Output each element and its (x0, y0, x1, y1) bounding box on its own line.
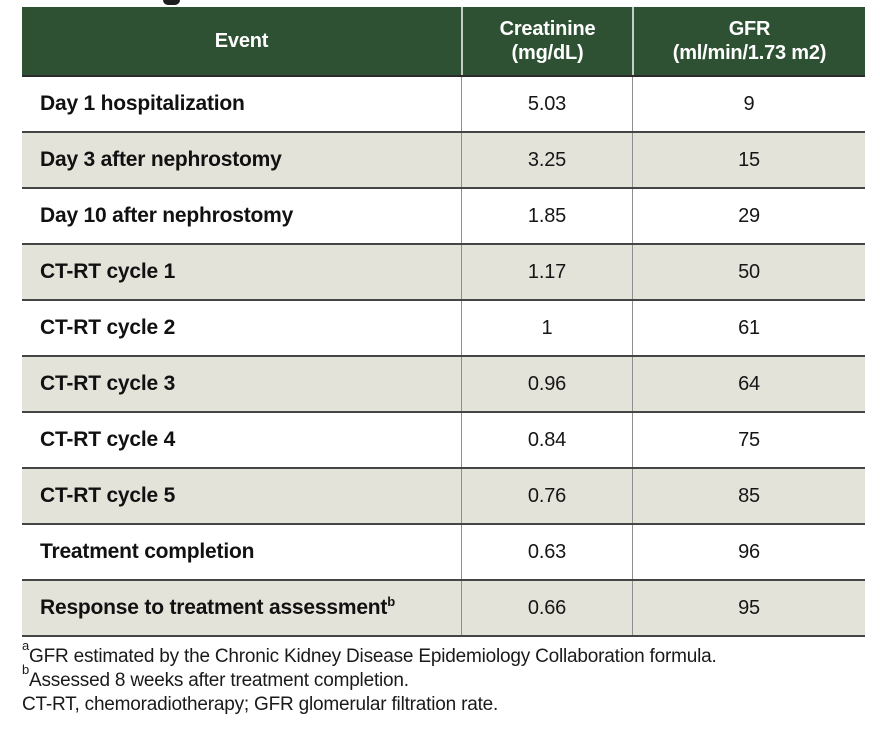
footnote-text: Assessed 8 weeks after treatment complet… (29, 670, 409, 691)
event-cell: Response to treatment assessment b (40, 594, 395, 619)
creatinine-cell: 1.85 (461, 189, 632, 243)
event-label: CT-RT cycle 4 (40, 428, 176, 451)
event-label: CT-RT cycle 3 (40, 372, 176, 395)
creatinine-cell: 0.66 (461, 581, 632, 635)
footnote-superscript: a (22, 637, 30, 653)
gfr-cell: 75 (632, 413, 865, 467)
table-row: CT-RT cycle 5 0.76 85 (22, 469, 865, 525)
event-label: CT-RT cycle 5 (40, 484, 176, 507)
event-cell: CT-RT cycle 2 (22, 301, 461, 355)
table-row: CT-RT cycle 3 0.96 64 (22, 357, 865, 413)
event-cell: CT-RT cycle 5 (22, 469, 461, 523)
gfr-cell: 9 (632, 77, 865, 131)
table-row: Day 3 after nephrostomy 3.25 15 (22, 133, 865, 189)
table-footnotes: aGFR estimated by the Chronic Kidney Dis… (22, 639, 865, 717)
events-lab-values-table: Event Creatinine (mg/dL) GFR (ml/min/1.7… (22, 7, 865, 637)
event-cell: CT-RT cycle 1 (22, 245, 461, 299)
event-label: Day 1 hospitalization (40, 92, 245, 115)
gfr-cell: 96 (632, 525, 865, 579)
column-header-event: Event (22, 7, 461, 75)
column-header-gfr: GFR (ml/min/1.73 m2) (632, 7, 865, 75)
cut-off-title-fragment-icon (163, 0, 180, 5)
creatinine-cell: 3.25 (461, 133, 632, 187)
gfr-cell: 15 (632, 133, 865, 187)
table-row: CT-RT cycle 1 1.17 50 (22, 245, 865, 301)
column-header-gfr-unit: (ml/min/1.73 m2) (672, 42, 827, 64)
creatinine-cell: 0.84 (461, 413, 632, 467)
creatinine-cell: 0.76 (461, 469, 632, 523)
gfr-cell: 95 (632, 581, 865, 635)
table-row: Day 10 after nephrostomy 1.85 29 (22, 189, 865, 245)
table-row: CT-RT cycle 4 0.84 75 (22, 413, 865, 469)
gfr-cell: 64 (632, 357, 865, 411)
gfr-cell: 29 (632, 189, 865, 243)
column-header-event-label: Event (214, 30, 269, 52)
footnote-assessment-timing: bAssessed 8 weeks after treatment comple… (22, 663, 865, 693)
footnote-gfr-formula: aGFR estimated by the Chronic Kidney Dis… (22, 639, 865, 669)
footnote-abbreviations: CT-RT, chemoradiotherapy; GFR glomerular… (22, 693, 865, 717)
event-cell: CT-RT cycle 3 (22, 357, 461, 411)
event-cell: CT-RT cycle 4 (22, 413, 461, 467)
table-row: Day 1 hospitalization 5.03 9 (22, 77, 865, 133)
column-header-creatinine-label: Creatinine (499, 18, 596, 40)
event-label: Day 3 after nephrostomy (40, 148, 282, 171)
footnote-text: GFR estimated by the Chronic Kidney Dise… (29, 646, 717, 667)
event-cell: Day 10 after nephrostomy (22, 189, 461, 243)
table-row: CT-RT cycle 2 1 61 (22, 301, 865, 357)
column-header-creatinine: Creatinine (mg/dL) (461, 7, 632, 75)
table-row: Response to treatment assessment b 0.66 9… (22, 581, 865, 637)
event-label: Response to treatment assessment (40, 596, 388, 619)
event-cell: Day 3 after nephrostomy (22, 133, 461, 187)
creatinine-cell: 0.96 (461, 357, 632, 411)
creatinine-cell: 1.17 (461, 245, 632, 299)
creatinine-cell: 5.03 (461, 77, 632, 131)
event-label: CT-RT cycle 2 (40, 316, 176, 339)
gfr-cell: 61 (632, 301, 865, 355)
column-header-creatinine-unit: (mg/dL) (511, 42, 584, 64)
event-label: Day 10 after nephrostomy (40, 204, 294, 227)
event-cell: Day 1 hospitalization (22, 77, 461, 131)
gfr-cell: 50 (632, 245, 865, 299)
column-header-gfr-label: GFR (728, 18, 771, 40)
creatinine-cell: 0.63 (461, 525, 632, 579)
footnote-superscript: b (22, 661, 30, 677)
table-row: Treatment completion 0.63 96 (22, 525, 865, 581)
event-label: Treatment completion (40, 540, 255, 563)
creatinine-cell: 1 (461, 301, 632, 355)
event-cell: Treatment completion (22, 525, 461, 579)
table-header-row: Event Creatinine (mg/dL) GFR (ml/min/1.7… (22, 7, 865, 77)
footnote-text: CT-RT, chemoradiotherapy; GFR glomerular… (22, 694, 499, 715)
event-label: CT-RT cycle 1 (40, 260, 176, 283)
gfr-cell: 85 (632, 469, 865, 523)
